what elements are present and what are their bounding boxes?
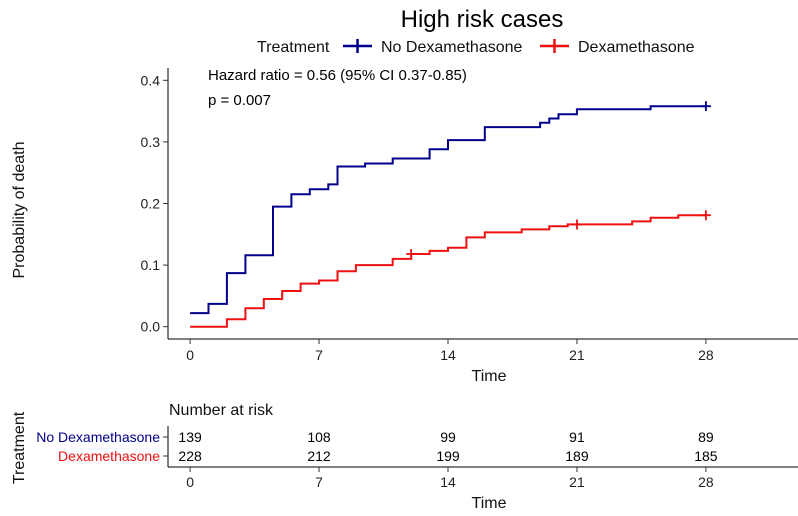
risk-count-dexamethasone: 199 — [436, 448, 460, 464]
risk-table-x-label: Time — [472, 495, 507, 512]
risk-count-dexamethasone: 212 — [307, 448, 331, 464]
x-tick-label: 21 — [569, 347, 585, 363]
risk-count-dexamethasone: 185 — [694, 448, 718, 464]
annotation-hazard-ratio: Hazard ratio = 0.56 (95% CI 0.37-0.85) — [208, 67, 467, 84]
plot-axes: 0.0 0.1 0.2 0.3 0.4 0 7 14 21 28 — [141, 68, 798, 363]
y-tick-label: 0.4 — [141, 72, 161, 88]
censor-mark-dexamethasone — [571, 219, 582, 230]
legend-label-no-dexamethasone: No Dexamethasone — [381, 39, 523, 56]
risk-x-tick-label: 0 — [186, 474, 194, 490]
risk-count-dexamethasone: 189 — [565, 448, 589, 464]
x-tick-label: 0 — [186, 347, 194, 363]
legend: Treatment No Dexamethasone Dexamethasone — [257, 39, 695, 56]
risk-x-tick-label: 7 — [315, 474, 323, 490]
chart-title: High risk cases — [401, 6, 564, 33]
censor-marks — [406, 101, 711, 260]
censor-mark-no-dexamethasone — [700, 101, 711, 112]
legend-entry-dexamethasone: Dexamethasone — [540, 39, 695, 56]
annotation-p-value: p = 0.007 — [208, 92, 271, 109]
risk-count-no-dexamethasone: 139 — [178, 429, 202, 445]
y-tick-label: 0.3 — [141, 134, 161, 150]
legend-label-dexamethasone: Dexamethasone — [578, 39, 695, 56]
x-tick-label: 14 — [440, 347, 456, 363]
risk-x-tick-label: 28 — [698, 474, 714, 490]
survival-curves — [190, 105, 706, 328]
risk-x-tick-label: 21 — [569, 474, 585, 490]
risk-table-title: Number at risk — [169, 402, 274, 419]
legend-title: Treatment — [257, 39, 330, 56]
risk-count-no-dexamethasone: 99 — [440, 429, 456, 445]
survival-line-dexamethasone — [190, 214, 706, 328]
censor-mark-dexamethasone — [406, 249, 417, 260]
y-axis-label: Probability of death — [11, 142, 28, 279]
risk-row-label-dexamethasone: Dexamethasone — [58, 448, 160, 464]
y-tick-label: 0.2 — [141, 196, 161, 212]
x-tick-label: 28 — [698, 347, 714, 363]
risk-count-dexamethasone: 228 — [178, 448, 202, 464]
risk-row-label-no-dexamethasone: No Dexamethasone — [36, 429, 160, 445]
x-tick-label: 7 — [315, 347, 323, 363]
risk-x-tick-label: 14 — [440, 474, 456, 490]
risk-table-y-label: Treatment — [11, 411, 28, 484]
survival-line-no-dexamethasone — [190, 105, 706, 315]
y-tick-label: 0.0 — [141, 319, 161, 335]
legend-entry-no-dexamethasone: No Dexamethasone — [343, 39, 523, 56]
risk-count-no-dexamethasone: 91 — [569, 429, 585, 445]
risk-count-no-dexamethasone: 89 — [698, 429, 714, 445]
y-tick-label: 0.1 — [141, 257, 161, 273]
x-axis-label: Time — [472, 368, 507, 385]
censor-mark-dexamethasone — [700, 210, 711, 221]
risk-count-no-dexamethasone: 108 — [307, 429, 331, 445]
risk-table: No Dexamethasone 139 108 99 91 89 Dexamethason… — [36, 426, 798, 490]
